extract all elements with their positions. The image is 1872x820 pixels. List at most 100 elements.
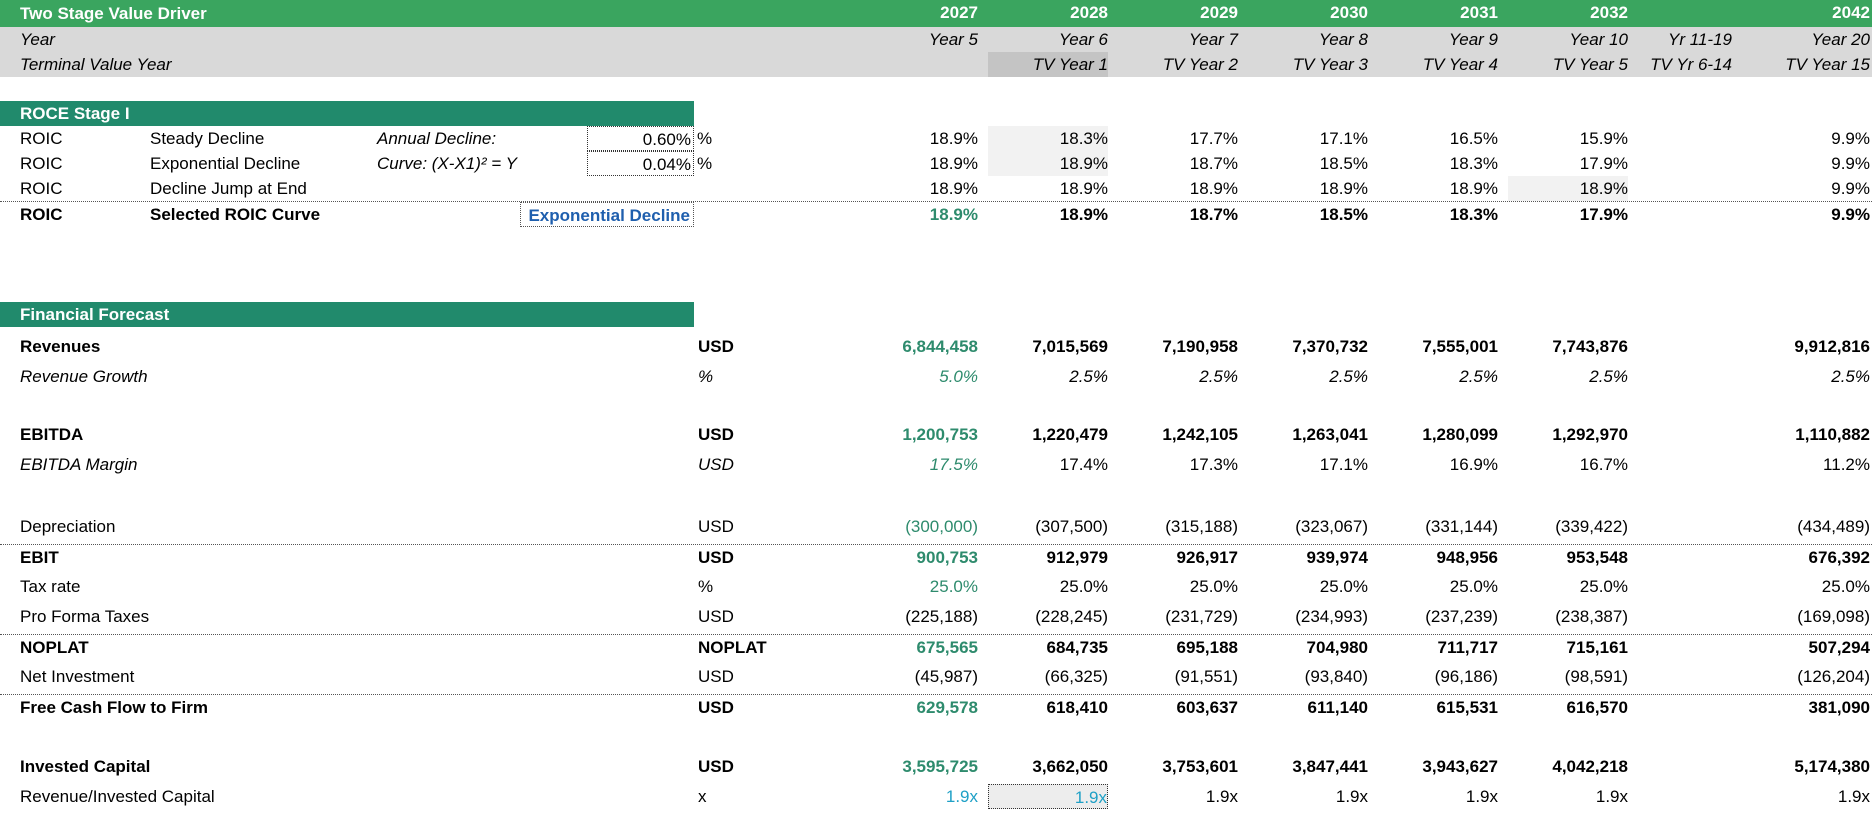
roic-value-0[interactable]: 18.9% [929, 179, 978, 198]
forecast-value-2[interactable]: (315,188) [1165, 517, 1238, 536]
forecast-value-4[interactable]: 2.5% [1459, 367, 1498, 386]
roic-value-2[interactable]: 18.9% [1189, 179, 1238, 198]
forecast-value-3[interactable]: (323,067) [1295, 517, 1368, 536]
forecast-value-1[interactable]: 17.4% [1059, 455, 1108, 474]
forecast-value-7[interactable]: 676,392 [1808, 548, 1870, 567]
forecast-value-7[interactable]: (434,489) [1797, 517, 1870, 536]
forecast-row-label[interactable]: Revenue Growth [20, 367, 148, 386]
forecast-row-label[interactable]: EBITDA Margin [20, 455, 138, 474]
tv-year-label-3[interactable]: TV Year 3 [1292, 55, 1368, 74]
selected-roic-value-3[interactable]: 18.5% [1319, 205, 1368, 224]
forecast-value-7[interactable]: 507,294 [1808, 638, 1870, 657]
forecast-row-unit[interactable]: USD [698, 607, 734, 626]
tv-year-label-5[interactable]: TV Year 5 [1552, 55, 1628, 74]
year-label-2[interactable]: Year 7 [1188, 30, 1238, 49]
forecast-value-1[interactable]: (228,245) [1035, 607, 1108, 626]
selected-roic-value-1[interactable]: 18.9% [1059, 205, 1108, 224]
forecast-value-5[interactable]: 715,161 [1566, 638, 1628, 657]
forecast-value-1[interactable]: 2.5% [1069, 367, 1108, 386]
roic-value-3[interactable]: 18.5% [1319, 154, 1368, 173]
roic-input[interactable]: 0.60% [587, 126, 694, 151]
forecast-value-5[interactable]: 16.7% [1579, 455, 1628, 474]
forecast-value-1[interactable]: 3,662,050 [1032, 757, 1108, 776]
forecast-value-5[interactable]: 2.5% [1589, 367, 1628, 386]
forecast-value-0[interactable]: (45,987) [914, 667, 978, 686]
year-header-3[interactable]: 2030 [1330, 3, 1368, 22]
roic-value-6[interactable] [1632, 126, 1732, 151]
forecast-value-3[interactable]: 1.9x [1335, 787, 1368, 806]
forecast-value-2[interactable]: 1,242,105 [1162, 425, 1238, 444]
forecast-value-0[interactable]: (300,000) [905, 517, 978, 536]
forecast-value-7[interactable]: 2.5% [1831, 367, 1870, 386]
roic-param-label[interactable]: Curve: (X-X1)² = Y [377, 154, 517, 173]
forecast-value-4[interactable]: (96,186) [1434, 667, 1498, 686]
tv-row-label[interactable]: Terminal Value Year [20, 55, 172, 74]
forecast-value-2[interactable]: (91,551) [1174, 667, 1238, 686]
roic-method[interactable]: Steady Decline [150, 129, 265, 148]
forecast-value-7[interactable]: 25.0% [1821, 577, 1870, 596]
forecast-row-label[interactable]: EBITDA [20, 425, 84, 444]
forecast-row-unit[interactable]: USD [698, 517, 734, 536]
forecast-value-2[interactable]: 603,637 [1176, 698, 1238, 717]
roic-param-label[interactable]: Annual Decline: [377, 129, 497, 148]
forecast-value-7[interactable]: 9,912,816 [1794, 337, 1870, 356]
roic-value-5[interactable]: 18.9% [1508, 176, 1628, 201]
forecast-value-1[interactable]: 1.9x [988, 784, 1108, 809]
forecast-value-6[interactable] [1632, 334, 1732, 359]
forecast-row-unit[interactable]: x [698, 787, 707, 806]
roic-value-5[interactable]: 17.9% [1579, 154, 1628, 173]
tv-year-label-2[interactable]: TV Year 2 [1162, 55, 1238, 74]
forecast-value-1[interactable]: 7,015,569 [1032, 337, 1108, 356]
forecast-value-2[interactable]: 926,917 [1176, 548, 1238, 567]
selected-roic-curve-label[interactable]: Selected ROIC Curve [150, 205, 321, 224]
forecast-row-label[interactable]: NOPLAT [20, 638, 89, 657]
roic-value-5[interactable]: 15.9% [1579, 129, 1628, 148]
year-row-label[interactable]: Year [20, 30, 55, 49]
forecast-value-6[interactable] [1632, 422, 1732, 447]
forecast-value-4[interactable]: (237,239) [1425, 607, 1498, 626]
forecast-value-4[interactable]: 3,943,627 [1422, 757, 1498, 776]
roic-value-2[interactable]: 17.7% [1189, 129, 1238, 148]
forecast-row-unit[interactable]: % [698, 367, 714, 386]
roic-value-4[interactable]: 16.5% [1449, 129, 1498, 148]
forecast-value-7[interactable]: (126,204) [1797, 667, 1870, 686]
forecast-row-label[interactable]: Net Investment [20, 667, 135, 686]
roic-method[interactable]: Decline Jump at End [150, 179, 307, 198]
forecast-value-3[interactable]: 611,140 [1307, 698, 1368, 717]
roic-value-6[interactable] [1632, 151, 1732, 176]
forecast-value-4[interactable]: 615,531 [1436, 698, 1498, 717]
year-label-5[interactable]: Year 10 [1569, 30, 1628, 49]
roic-value-7[interactable]: 9.9% [1831, 179, 1870, 198]
selected-roic-value-6[interactable] [1632, 202, 1732, 227]
forecast-row-unit[interactable]: USD [698, 337, 734, 356]
forecast-value-6[interactable] [1632, 545, 1732, 570]
roic-label[interactable]: ROIC [20, 179, 63, 198]
year-label-4[interactable]: Year 9 [1448, 30, 1498, 49]
forecast-value-6[interactable] [1632, 784, 1732, 809]
forecast-value-6[interactable] [1632, 514, 1732, 539]
forecast-value-5[interactable]: (98,591) [1564, 667, 1628, 686]
forecast-value-4[interactable]: 7,555,001 [1422, 337, 1498, 356]
selected-roic-value-0[interactable]: 18.9% [929, 205, 978, 224]
forecast-value-6[interactable] [1632, 664, 1732, 689]
forecast-row-label[interactable]: Tax rate [20, 577, 81, 596]
forecast-row-unit[interactable]: USD [698, 667, 734, 686]
roic-label[interactable]: ROIC [20, 154, 63, 173]
roic-param-label[interactable] [377, 176, 577, 201]
forecast-value-0[interactable]: 6,844,458 [902, 337, 978, 356]
forecast-value-2[interactable]: 695,188 [1176, 638, 1238, 657]
forecast-value-7[interactable]: 5,174,380 [1794, 757, 1870, 776]
forecast-value-6[interactable] [1632, 574, 1732, 599]
forecast-value-7[interactable]: 1.9x [1837, 787, 1870, 806]
roic-value-1[interactable]: 18.3% [988, 126, 1108, 151]
roic-value-0[interactable]: 18.9% [929, 154, 978, 173]
roic-method[interactable]: Exponential Decline [150, 154, 301, 173]
tv-year-label-4[interactable]: TV Year 4 [1422, 55, 1498, 74]
forecast-value-6[interactable] [1632, 754, 1732, 779]
forecast-row-unit[interactable]: USD [698, 548, 734, 567]
forecast-value-5[interactable]: 1.9x [1595, 787, 1628, 806]
roic-label[interactable]: ROIC [20, 129, 63, 148]
year-header-2[interactable]: 2029 [1200, 3, 1238, 22]
forecast-row-label[interactable]: Depreciation [20, 517, 116, 536]
forecast-value-2[interactable]: 17.3% [1189, 455, 1238, 474]
